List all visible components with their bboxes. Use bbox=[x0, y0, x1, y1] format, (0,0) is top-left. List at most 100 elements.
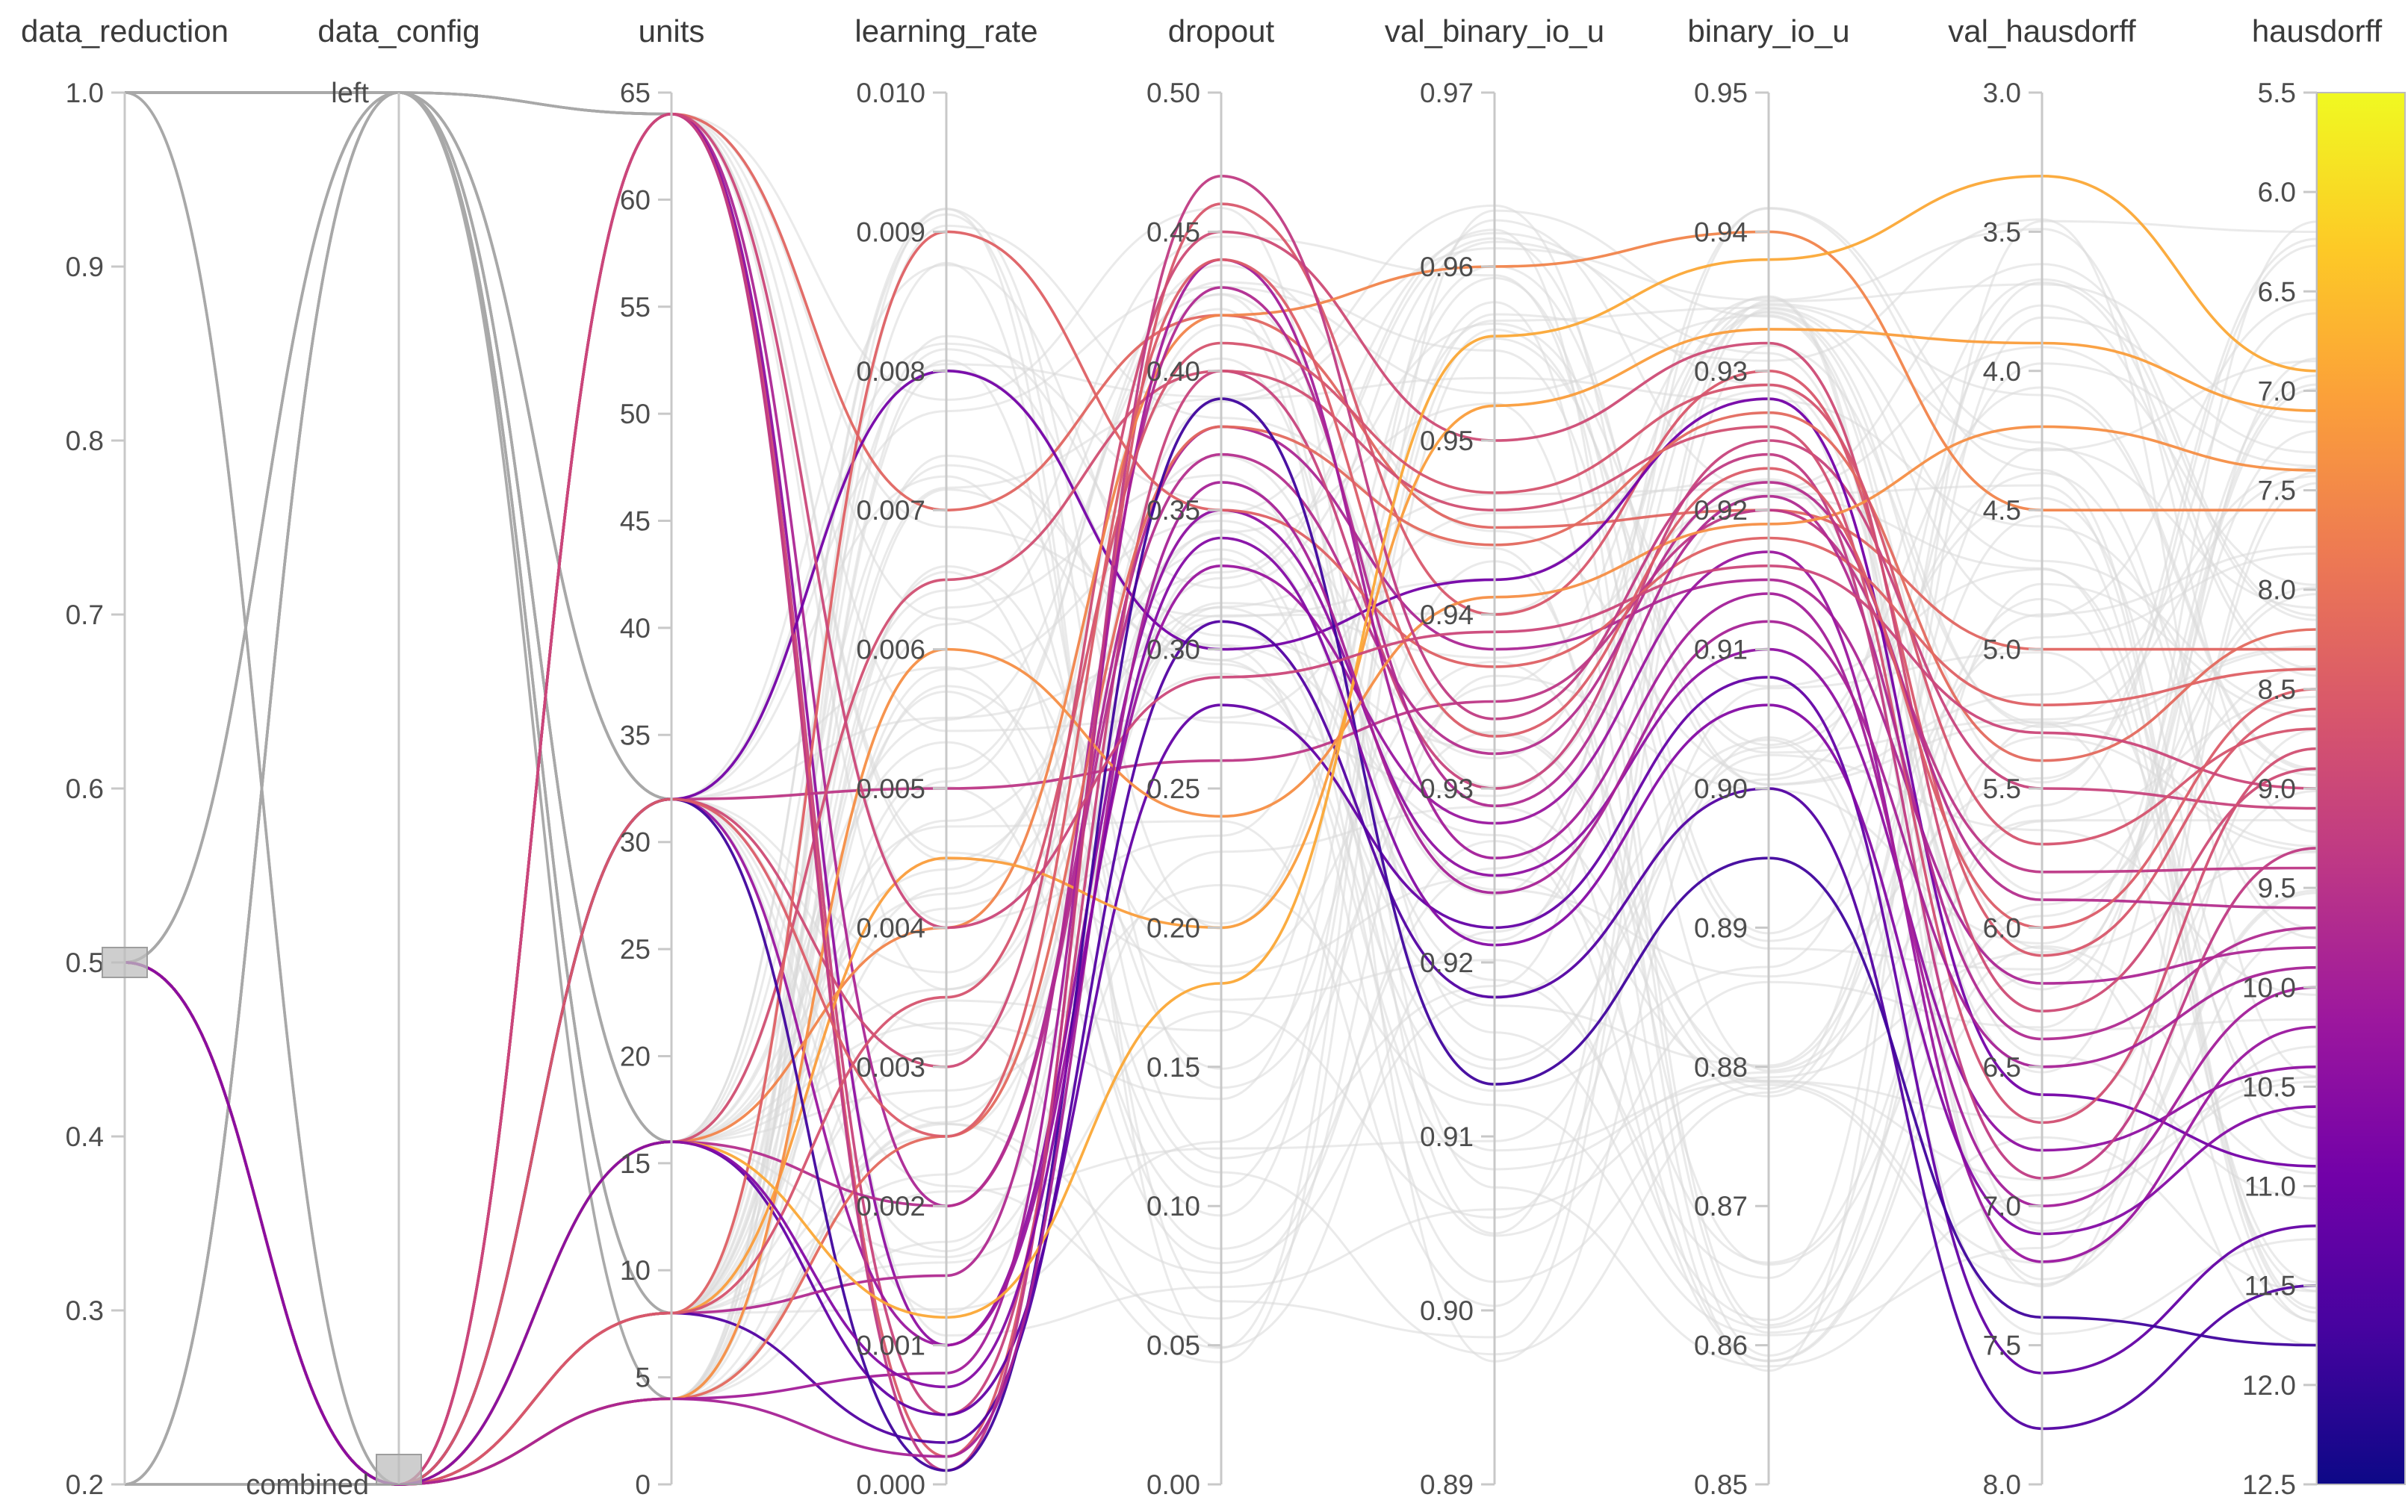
axis-title-hausdorff: hausdorff bbox=[2252, 13, 2383, 49]
colorbar: 5.5 6.0 6.5 7.0 7.5 8.0 8.5 9.0 9.5 10.0 10.5 11.0 1… bbox=[2242, 78, 2406, 1500]
axis-title-binary_io_u: binary_io_u bbox=[1687, 13, 1849, 49]
colorbar-gradient bbox=[2317, 93, 2405, 1484]
tick-label: 0.3 bbox=[66, 1295, 104, 1326]
colorbar-tick-label: 12.5 bbox=[2242, 1469, 2296, 1500]
colorbar-tick-label: 10.5 bbox=[2242, 1071, 2296, 1102]
tick-label: 0.90 bbox=[1694, 774, 1748, 804]
tick-label: 0.005 bbox=[856, 774, 925, 804]
tick-label: 0.93 bbox=[1694, 356, 1748, 387]
tick-label: 0.95 bbox=[1420, 426, 1474, 456]
colorbar-tick-label: 10.0 bbox=[2242, 972, 2296, 1003]
tick-label: 40 bbox=[620, 613, 651, 644]
colorbar-tick-label: 9.5 bbox=[2258, 873, 2296, 903]
tick-label: 6.5 bbox=[1983, 1052, 2021, 1083]
highlighted-line bbox=[124, 341, 2318, 1486]
axis-title-val_binary_io_u: val_binary_io_u bbox=[1385, 13, 1604, 49]
colorbar-tick-label: 6.5 bbox=[2258, 276, 2296, 307]
tick-label: 0.92 bbox=[1420, 948, 1474, 978]
tick-label: 35 bbox=[620, 720, 651, 750]
colorbar-tick-label: 12.0 bbox=[2242, 1370, 2296, 1401]
tick-label: 0.15 bbox=[1146, 1052, 1200, 1083]
tick-label: 0.90 bbox=[1420, 1295, 1474, 1326]
tick-label: 8.0 bbox=[1983, 1469, 2021, 1500]
tick-label: 0.93 bbox=[1420, 774, 1474, 804]
tick-label: 0.004 bbox=[856, 912, 925, 943]
tick-label: 0.35 bbox=[1146, 495, 1200, 526]
tick-label: 0.001 bbox=[856, 1331, 925, 1361]
tick-label: 7.5 bbox=[1983, 1331, 2021, 1361]
tick-label: 0.94 bbox=[1694, 217, 1748, 247]
tick-label: 3.5 bbox=[1983, 217, 2021, 247]
tick-label: 0.50 bbox=[1146, 78, 1200, 108]
tick-label: 0.008 bbox=[856, 356, 925, 387]
tick-label: 55 bbox=[620, 292, 651, 323]
tick-label: 0.89 bbox=[1694, 912, 1748, 943]
tick-label: 0.86 bbox=[1694, 1331, 1748, 1361]
tick-label: 4.0 bbox=[1983, 356, 2021, 387]
tick-label: 20 bbox=[620, 1041, 651, 1071]
colorbar-tick-label: 5.5 bbox=[2258, 78, 2296, 108]
category-label: left bbox=[331, 78, 369, 109]
tick-label: 0.010 bbox=[856, 78, 925, 108]
tick-label: 0.91 bbox=[1694, 635, 1748, 665]
tick-label: 0.88 bbox=[1694, 1052, 1748, 1083]
axis-title-data_config: data_config bbox=[317, 13, 480, 49]
tick-label: 0.00 bbox=[1146, 1469, 1200, 1500]
tick-label: 0.2 bbox=[66, 1469, 104, 1500]
tick-label: 0.40 bbox=[1146, 356, 1200, 387]
tick-label: 0.91 bbox=[1420, 1121, 1474, 1152]
filtered-out-lines bbox=[124, 91, 672, 1486]
tick-label: 25 bbox=[620, 934, 651, 965]
tick-label: 0.4 bbox=[66, 1121, 104, 1152]
tick-label: 4.5 bbox=[1983, 495, 2021, 526]
axis-title-learning_rate: learning_rate bbox=[854, 13, 1037, 49]
tick-label: 0.10 bbox=[1146, 1191, 1200, 1222]
tick-label: 0.8 bbox=[66, 426, 104, 456]
tick-label: 0.007 bbox=[856, 495, 925, 526]
tick-label: 0.87 bbox=[1694, 1191, 1748, 1222]
tick-label: 0.9 bbox=[66, 252, 104, 282]
tick-label: 0.002 bbox=[856, 1191, 925, 1222]
colorbar-tick-label: 7.5 bbox=[2258, 476, 2296, 506]
tick-label: 0.05 bbox=[1146, 1331, 1200, 1361]
colorbar-tick-label: 11.5 bbox=[2244, 1271, 2296, 1301]
tick-label: 6.0 bbox=[1983, 912, 2021, 943]
tick-label: 0.85 bbox=[1694, 1469, 1748, 1500]
tick-label: 0.7 bbox=[66, 600, 104, 630]
axis-title-units: units bbox=[639, 13, 705, 49]
highlighted-lines bbox=[124, 112, 2318, 1486]
tick-label: 0.6 bbox=[66, 774, 104, 804]
axis-title-data_reduction: data_reduction bbox=[21, 13, 229, 49]
brush-data_config[interactable] bbox=[376, 1454, 422, 1485]
tick-label: 0.96 bbox=[1420, 252, 1474, 282]
tick-label: 0.95 bbox=[1694, 78, 1748, 108]
axis-title-dropout: dropout bbox=[1168, 13, 1275, 49]
tick-label: 60 bbox=[620, 184, 651, 215]
tick-label: 5.0 bbox=[1983, 635, 2021, 665]
colorbar-tick-label: 8.0 bbox=[2258, 575, 2296, 606]
axis-title-val_hausdorff: val_hausdorff bbox=[1948, 13, 2136, 49]
tick-label: 0.94 bbox=[1420, 600, 1474, 630]
tick-label: 1.0 bbox=[66, 78, 104, 108]
highlighted-line bbox=[124, 481, 2318, 1486]
tick-label: 5 bbox=[635, 1363, 651, 1393]
highlighted-line bbox=[124, 536, 2318, 1486]
tick-label: 0.45 bbox=[1146, 217, 1200, 247]
tick-label: 5.5 bbox=[1983, 774, 2021, 804]
brush-data_reduction[interactable] bbox=[102, 947, 148, 978]
tick-label: 0.97 bbox=[1420, 78, 1474, 108]
colorbar-tick-label: 7.0 bbox=[2258, 376, 2296, 406]
tick-label: 10 bbox=[620, 1255, 651, 1286]
tick-label: 0.89 bbox=[1420, 1469, 1474, 1500]
tick-label: 7.0 bbox=[1983, 1191, 2021, 1222]
tick-label: 0.000 bbox=[856, 1469, 925, 1500]
tick-label: 30 bbox=[620, 827, 651, 858]
tick-label: 45 bbox=[620, 506, 651, 537]
tick-label: 0.009 bbox=[856, 217, 925, 247]
filtered-line bbox=[124, 91, 672, 1315]
colorbar-tick-label: 11.0 bbox=[2244, 1172, 2296, 1202]
tick-label: 0.006 bbox=[856, 635, 925, 665]
tick-label: 3.0 bbox=[1983, 78, 2021, 108]
tick-label: 0.003 bbox=[856, 1052, 925, 1083]
